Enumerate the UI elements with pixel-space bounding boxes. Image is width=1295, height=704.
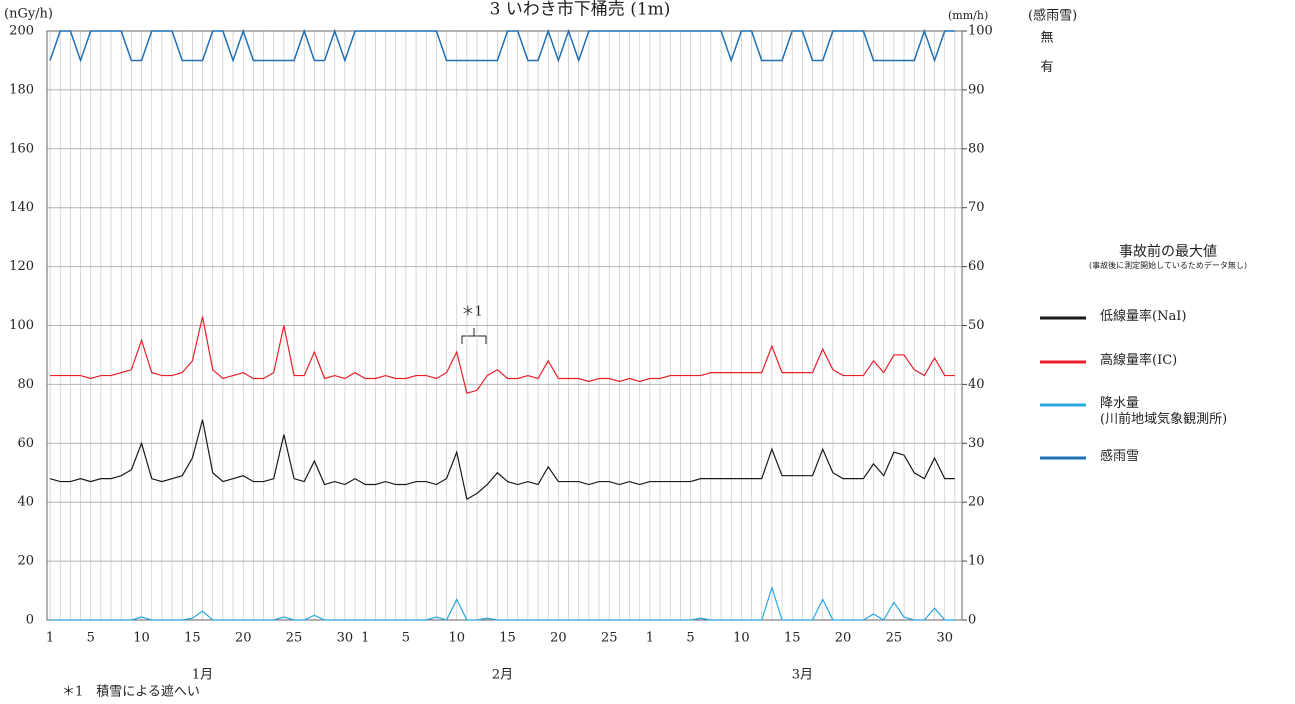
x-tick-label: 1 xyxy=(361,631,369,646)
y2-axis-label: (mm/h) xyxy=(948,9,988,22)
month-label: 1月 xyxy=(192,668,213,683)
y2-tick-label: 20 xyxy=(968,495,985,510)
x-tick-label: 1 xyxy=(646,631,654,646)
chart-title: 3 いわき市下桶売 (1m) xyxy=(490,0,671,20)
x-tick-label: 10 xyxy=(133,631,150,646)
legend-title: 事故前の最大値 xyxy=(1119,243,1217,260)
footnote: ＊1 積雪による遮へい xyxy=(62,684,200,700)
x-tick-label: 25 xyxy=(601,631,618,646)
y-tick-label: 200 xyxy=(9,24,34,39)
legend-label: 低線量率(NaI) xyxy=(1100,309,1187,324)
y-tick-label: 80 xyxy=(17,377,34,392)
y-tick-label: 100 xyxy=(9,318,34,333)
x-tick-label: 5 xyxy=(686,631,694,646)
legend-label: 降水量 (川前地域気象観測所) xyxy=(1100,396,1228,427)
y3-tick-label: 有 xyxy=(1040,60,1053,75)
y-tick-label: 160 xyxy=(9,141,34,156)
x-tick-label: 20 xyxy=(550,631,567,646)
x-tick-label: 30 xyxy=(936,631,953,646)
y2-tick-label: 40 xyxy=(968,377,985,392)
annotation-bracket xyxy=(461,328,487,344)
x-tick-label: 30 xyxy=(337,631,354,646)
y-tick-label: 180 xyxy=(9,82,34,97)
series-line xyxy=(49,28,955,63)
series-line xyxy=(49,419,955,501)
x-tick-label: 20 xyxy=(835,631,852,646)
y3-axis-label: (感雨雪) xyxy=(1028,8,1077,24)
x-tick-label: 5 xyxy=(87,631,95,646)
x-tick-label: 15 xyxy=(184,631,201,646)
y2-tick-label: 50 xyxy=(968,318,985,333)
y-tick-label: 120 xyxy=(9,259,34,274)
y2-tick-label: 60 xyxy=(968,259,985,274)
month-label: 2月 xyxy=(492,668,513,683)
legend-label: 高線量率(IC) xyxy=(1100,353,1178,368)
x-tick-label: 10 xyxy=(733,631,750,646)
y2-tick-label: 90 xyxy=(968,82,985,97)
x-tick-label: 25 xyxy=(886,631,903,646)
x-tick-label: 5 xyxy=(402,631,410,646)
y2-tick-label: 30 xyxy=(968,436,985,451)
y3-tick-label: 無 xyxy=(1040,31,1053,46)
y-tick-label: 140 xyxy=(9,200,34,215)
series-line xyxy=(50,585,955,621)
y2-tick-label: 0 xyxy=(968,613,976,628)
x-tick-label: 25 xyxy=(286,631,303,646)
month-label: 3月 xyxy=(792,668,813,683)
legend-label: 感雨雪 xyxy=(1100,449,1140,464)
x-tick-label: 20 xyxy=(235,631,252,646)
y2-tick-label: 100 xyxy=(968,24,993,39)
x-tick-label: 10 xyxy=(448,631,465,646)
y2-tick-label: 70 xyxy=(968,200,985,215)
annotation: ＊1 xyxy=(461,305,482,320)
x-tick-label: 1 xyxy=(46,631,54,646)
series-line xyxy=(50,316,955,394)
y2-tick-label: 80 xyxy=(968,141,985,156)
y2-tick-label: 10 xyxy=(968,554,985,569)
y-tick-label: 40 xyxy=(17,495,34,510)
x-tick-label: 15 xyxy=(499,631,516,646)
legend-subtitle: (事故後に測定開始しているためデータ無し) xyxy=(1089,260,1247,270)
y-axis-label: (nGy/h) xyxy=(4,7,53,22)
y-tick-label: 60 xyxy=(17,436,34,451)
y-tick-label: 0 xyxy=(26,613,34,628)
y-tick-label: 20 xyxy=(17,554,34,569)
x-tick-label: 15 xyxy=(784,631,801,646)
